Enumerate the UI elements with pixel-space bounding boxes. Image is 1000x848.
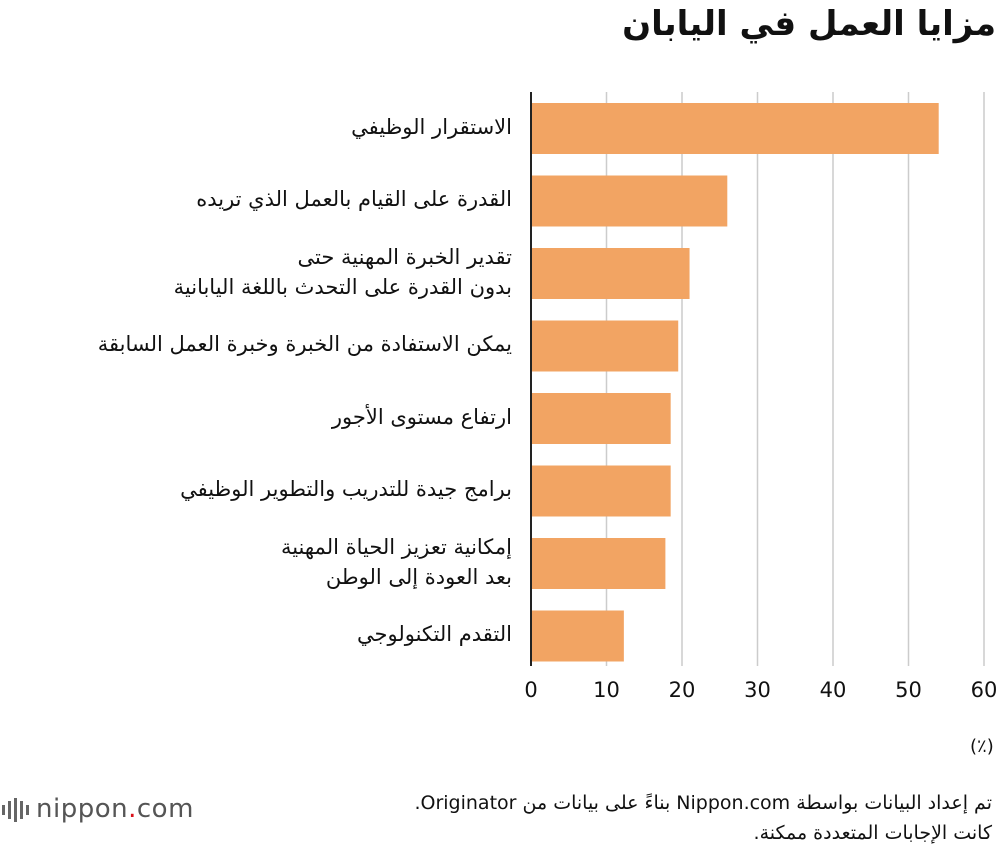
source-note: تم إعداد البيانات بواسطة Nippon.com بناء… <box>414 788 992 848</box>
x-tick-label: 20 <box>669 678 696 702</box>
chart-title: مزايا العمل في اليابان <box>622 4 996 44</box>
bar-chart: 0 10 20 30 40 50 60 <box>524 92 998 702</box>
source-line: تم إعداد البيانات بواسطة Nippon.com بناء… <box>414 792 992 814</box>
category-label-line: برامج جيدة للتدريب والتطوير الوظيفي <box>180 477 512 501</box>
category-label-line: بعد العودة إلى الوطن <box>325 564 512 589</box>
category-label-line: القدرة على القيام بالعمل الذي تريده <box>196 187 512 211</box>
category-label: الاستقرار الوظيفي <box>351 112 512 142</box>
category-label-line: ارتفاع مستوى الأجور <box>331 404 512 429</box>
bar <box>531 248 690 299</box>
category-label: يمكن الاستفادة من الخبرة وخبرة العمل الس… <box>98 329 512 359</box>
category-label: ارتفاع مستوى الأجور <box>332 402 512 432</box>
logo-name: nippon <box>36 794 129 824</box>
bar <box>531 175 728 227</box>
category-label-line: بدون القدرة على التحدث باللغة اليابانية <box>173 274 512 299</box>
logo-suffix: com <box>136 794 194 824</box>
x-tick-label: 50 <box>895 678 922 702</box>
category-label-line: التقدم التكنولوجي <box>357 622 512 646</box>
category-label: القدرة على القيام بالعمل الذي تريده <box>196 184 512 214</box>
category-label: التقدم التكنولوجي <box>357 619 512 649</box>
x-tick-label: 40 <box>820 678 847 702</box>
bar <box>531 538 666 589</box>
logo-dot: . <box>128 794 137 824</box>
x-tick-label: 60 <box>971 678 998 702</box>
unit-label: (٪) <box>970 736 994 757</box>
category-label-line: إمكانية تعزيز الحياة المهنية <box>280 534 512 559</box>
category-label: تقدير الخبرة المهنية حتى بدون القدرة على … <box>174 242 512 302</box>
bar <box>531 465 671 517</box>
x-tick-label: 10 <box>593 678 620 702</box>
category-label-line: تقدير الخبرة المهنية حتى <box>297 244 512 269</box>
category-label-line: يمكن الاستفادة من الخبرة وخبرة العمل الس… <box>97 332 512 356</box>
nippon-logo: nippon.com <box>0 794 194 824</box>
x-tick-label: 30 <box>744 678 771 702</box>
x-tick-label: 0 <box>524 678 537 702</box>
category-label: إمكانية تعزيز الحياة المهنية بعد العودة إ… <box>281 532 512 592</box>
category-label-line: الاستقرار الوظيفي <box>351 114 512 139</box>
bar <box>531 393 671 444</box>
bar <box>531 103 939 154</box>
logo-bars-icon <box>2 797 29 822</box>
bar <box>531 320 679 372</box>
category-label: برامج جيدة للتدريب والتطوير الوظيفي <box>180 474 512 504</box>
note-line: كانت الإجابات المتعددة ممكنة. <box>753 822 992 844</box>
bar <box>531 610 624 662</box>
